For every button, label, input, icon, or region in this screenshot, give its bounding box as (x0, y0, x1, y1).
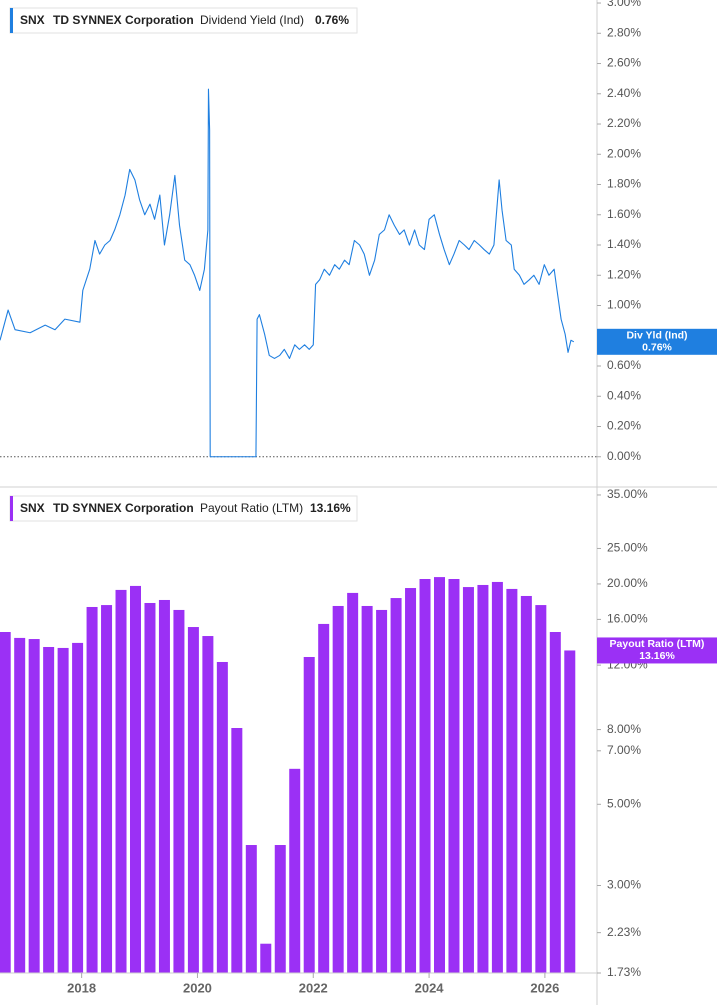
bar (405, 588, 417, 973)
y-tick-label: 2.23% (607, 925, 641, 939)
bar (491, 581, 503, 973)
bar (318, 623, 330, 973)
badge-name: Div Yld (Ind) (626, 330, 687, 342)
data-line (0, 88, 575, 458)
bar (260, 943, 272, 973)
bar (361, 605, 373, 973)
plots (0, 88, 597, 973)
overlay: 0.00%0.20%0.40%0.60%0.80%1.00%1.20%1.40%… (67, 0, 717, 995)
bar (0, 632, 11, 973)
badge-value: 0.76% (642, 342, 672, 354)
y-tick-label: 7.00% (607, 743, 641, 757)
series-name: Payout Ratio (LTM) (200, 501, 303, 515)
y-tick-label: 5.00% (607, 796, 641, 810)
y-tick-label: 8.00% (607, 722, 641, 736)
bar (158, 599, 170, 973)
bar (520, 595, 532, 973)
bar (376, 609, 388, 973)
x-tick-label: 2020 (183, 980, 212, 995)
bar (347, 592, 359, 973)
y-tick-label: 35.00% (607, 487, 648, 501)
bar (274, 845, 286, 973)
y-tick-label: 1.40% (607, 237, 641, 251)
bar (245, 845, 257, 973)
legend-swatch (10, 8, 13, 33)
y-tick-label: 1.20% (607, 267, 641, 281)
bar (303, 656, 315, 973)
x-tick-label: 2018 (67, 980, 96, 995)
bar (101, 605, 113, 973)
bar (477, 584, 489, 973)
y-tick-label: 20.00% (607, 576, 648, 590)
bar (202, 636, 214, 973)
bar (231, 727, 243, 973)
bar (115, 589, 127, 973)
bar (289, 768, 301, 973)
y-tick-label: 0.60% (607, 358, 641, 372)
bar (14, 637, 26, 973)
current-value: 13.16% (310, 501, 351, 515)
y-tick-label: 0.20% (607, 419, 641, 433)
bar (72, 642, 84, 973)
value-badge (597, 328, 717, 355)
y-tick-label: 0.40% (607, 388, 641, 402)
bar (187, 627, 199, 973)
y-tick-label: 3.00% (607, 878, 641, 892)
legend: SNX TD SYNNEX Corporation Dividend Yield… (9, 7, 358, 34)
bar (129, 585, 141, 973)
badge-value: 13.16% (639, 650, 675, 662)
bar (86, 606, 98, 973)
x-tick-label: 2026 (530, 980, 559, 995)
bar (216, 661, 228, 973)
x-tick-label: 2022 (299, 980, 328, 995)
y-tick-label: 1.80% (607, 177, 641, 191)
bar (144, 602, 156, 973)
y-tick-label: 1.60% (607, 207, 641, 221)
badge-name: Payout Ratio (LTM) (610, 638, 705, 650)
current-value: 0.76% (315, 13, 349, 27)
bar (433, 577, 445, 973)
y-tick-label: 2.40% (607, 86, 641, 100)
legend-swatch (10, 496, 13, 521)
legend: SNX TD SYNNEX Corporation Payout Ratio (… (9, 495, 358, 522)
bar (535, 605, 547, 973)
bar (57, 647, 69, 973)
bar (173, 609, 185, 973)
y-tick-label: 3.00% (607, 0, 641, 9)
series-name: Dividend Yield (Ind) (200, 13, 304, 27)
ticker: SNX (20, 501, 45, 515)
bar (564, 650, 576, 973)
y-tick-label: 2.00% (607, 146, 641, 160)
bar (506, 588, 518, 973)
bar (390, 598, 402, 973)
bar (549, 632, 561, 973)
value-badge (597, 637, 717, 664)
ticker: SNX (20, 13, 45, 27)
bar (448, 578, 460, 973)
bar (43, 646, 55, 973)
x-tick-label: 2024 (415, 980, 445, 995)
y-tick-label: 1.73% (607, 965, 641, 979)
y-tick-label: 1.00% (607, 298, 641, 312)
company: TD SYNNEX Corporation (53, 13, 194, 27)
y-tick-label: 2.20% (607, 116, 641, 130)
company: TD SYNNEX Corporation (53, 501, 194, 515)
bar (332, 605, 344, 973)
bar (28, 639, 40, 973)
bar (419, 578, 431, 973)
y-tick-label: 2.60% (607, 56, 641, 70)
bar (462, 587, 474, 973)
y-tick-label: 16.00% (607, 612, 648, 626)
y-tick-label: 2.80% (607, 25, 641, 39)
y-tick-label: 0.00% (607, 449, 641, 463)
y-tick-label: 25.00% (607, 541, 648, 555)
